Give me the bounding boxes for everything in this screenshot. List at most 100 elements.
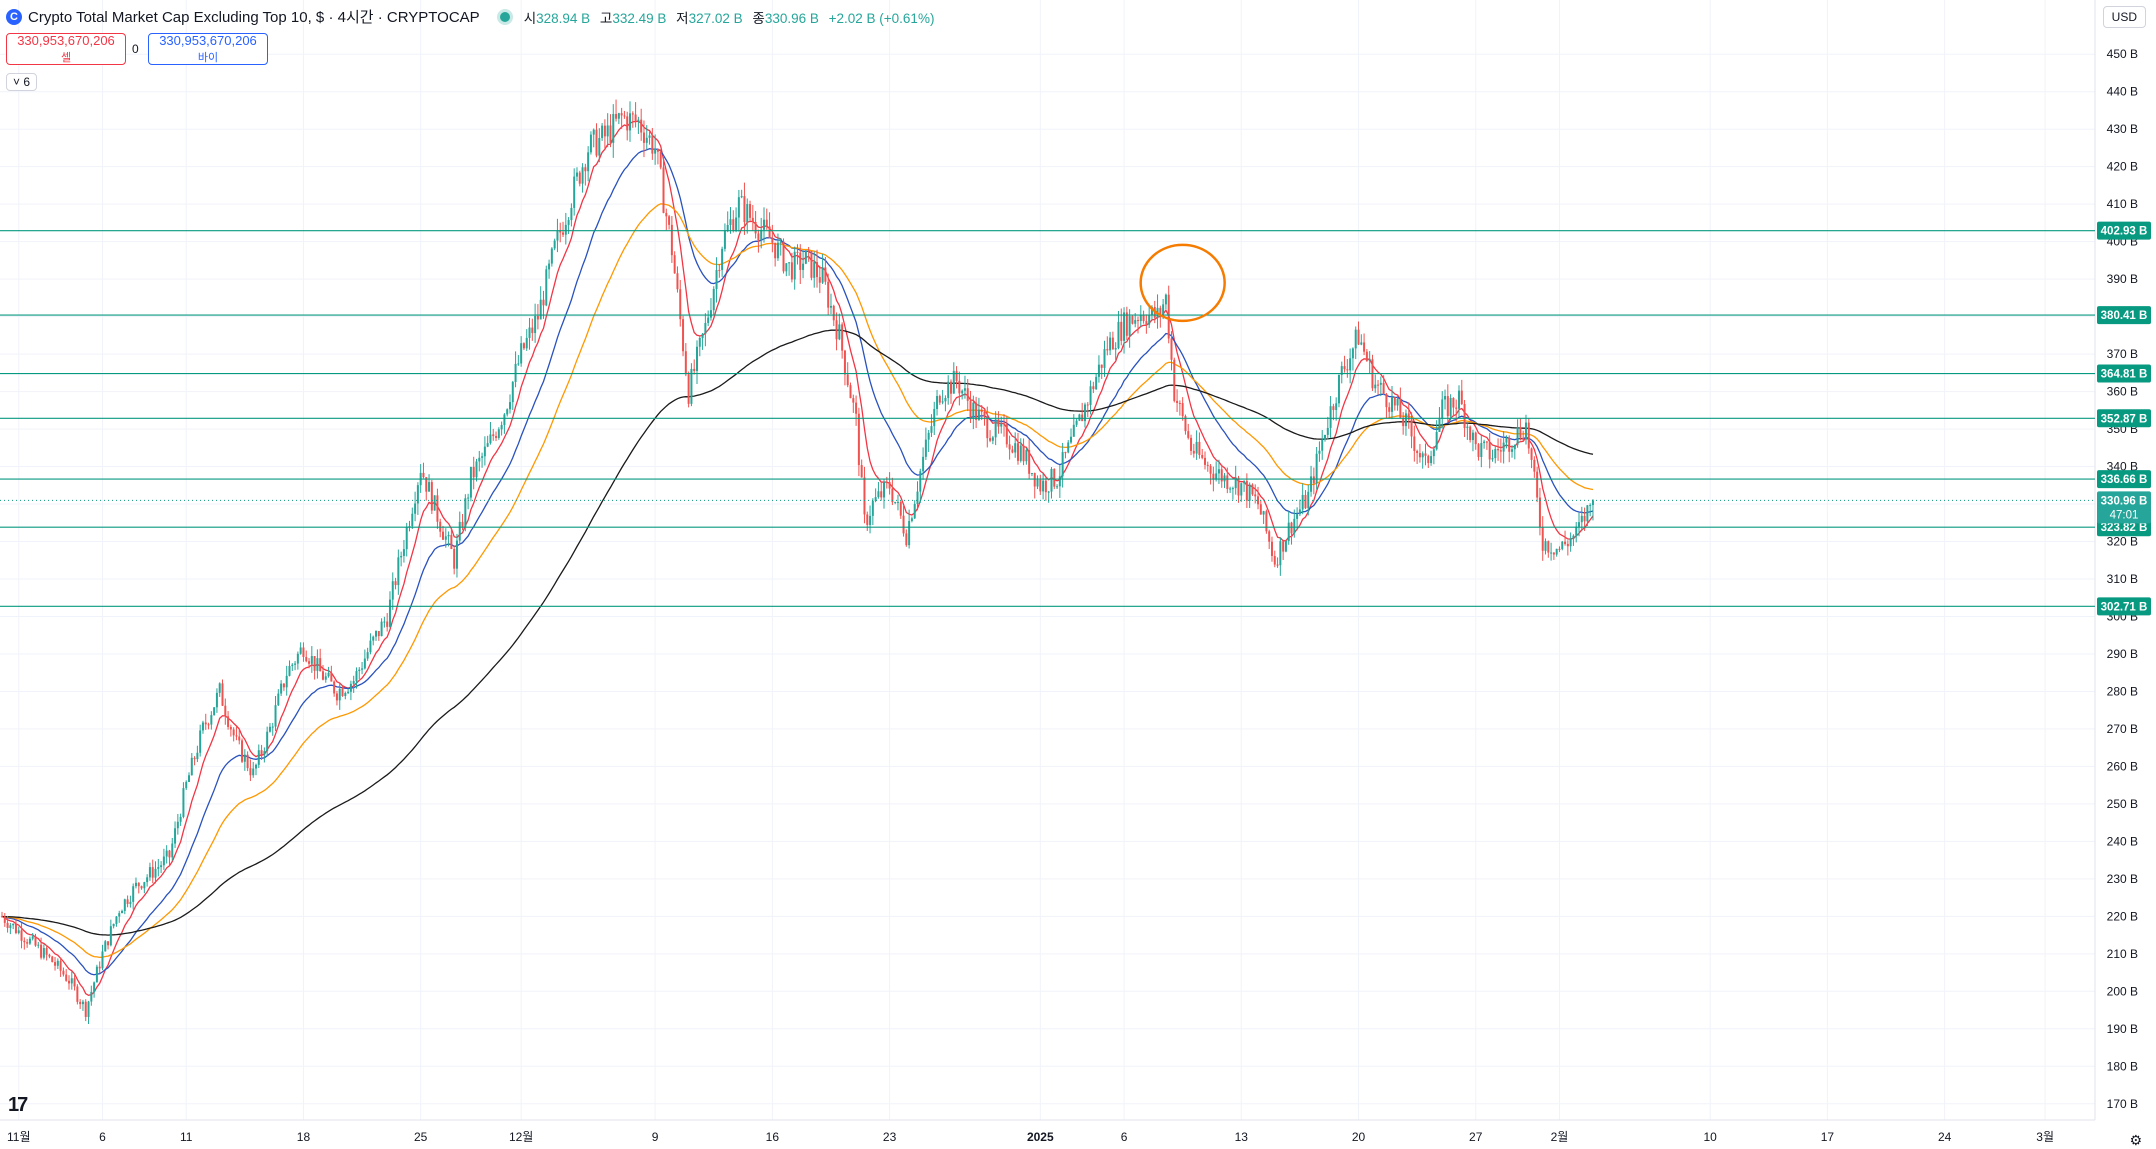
candle-body (626, 116, 629, 131)
candle (232, 727, 235, 742)
y-tick-label: 440 B (2107, 85, 2138, 99)
candle-body (1109, 337, 1112, 351)
candle (227, 711, 230, 730)
candle-body (1164, 294, 1167, 305)
candle-body (1223, 475, 1226, 482)
y-tick-label: 370 B (2107, 347, 2138, 361)
candle (344, 691, 347, 700)
market-status-icon (499, 11, 510, 22)
candle (936, 389, 939, 416)
candle (640, 108, 643, 141)
candle (623, 110, 626, 119)
candle-body (416, 485, 419, 504)
candle (1321, 430, 1324, 460)
candle (40, 937, 43, 960)
candle (578, 170, 581, 187)
candle-body (201, 722, 204, 731)
indicators-toggle-button[interactable]: ˅ 6 (6, 73, 38, 91)
candle-body (810, 251, 813, 278)
candle-body (76, 986, 79, 1002)
candle (1290, 521, 1293, 545)
candle-body (422, 472, 425, 478)
candle (796, 244, 799, 265)
candle (1296, 507, 1299, 531)
candle-body (218, 683, 221, 693)
candle-body (1025, 450, 1028, 462)
candle-body (1522, 437, 1525, 440)
buy-button[interactable]: 330,953,670,206 바이 (148, 33, 268, 65)
candle (913, 500, 916, 520)
candle (1541, 516, 1544, 561)
gear-icon[interactable]: ⚙ (2129, 1132, 2142, 1148)
candle-body (12, 923, 15, 926)
candle-body (774, 242, 777, 259)
candle (397, 549, 400, 595)
candle-body (1229, 488, 1232, 490)
candle (715, 257, 718, 303)
candle-body (1463, 404, 1466, 429)
candle (1519, 418, 1522, 441)
candle-body (277, 693, 280, 706)
candle-body (246, 754, 249, 769)
candle-body (1410, 419, 1413, 437)
candle-body (645, 137, 648, 143)
candle (288, 660, 291, 677)
candle-body (913, 503, 916, 519)
candle-body (908, 520, 911, 546)
candle (559, 222, 562, 243)
candle-body (436, 495, 439, 522)
candle (221, 679, 224, 707)
x-tick-label: 27 (1469, 1130, 1483, 1144)
candle-body (662, 167, 665, 213)
level-label-badge (2097, 470, 2151, 489)
candle (1259, 499, 1262, 515)
candle-body (1343, 366, 1346, 370)
candle-body (949, 381, 952, 394)
candle (665, 208, 668, 231)
candle-body (402, 549, 405, 556)
candle (1488, 432, 1491, 469)
sell-button[interactable]: 330,953,670,206 셀 (6, 33, 126, 65)
candle-body (522, 343, 525, 349)
candle (352, 675, 355, 693)
tradingview-logo-icon[interactable]: 17 (8, 1094, 28, 1116)
candle (447, 531, 450, 547)
candle-body (17, 930, 20, 933)
candle (263, 747, 266, 763)
close-label: 종 (752, 10, 765, 26)
candle (1407, 402, 1410, 429)
candle-body (760, 229, 763, 241)
x-tick-label: 10 (1704, 1130, 1718, 1144)
candle-body (268, 726, 271, 732)
candle-body (168, 850, 171, 858)
symbol-title[interactable]: Crypto Total Market Cap Excluding Top 10… (28, 9, 480, 26)
candle-body (280, 683, 283, 694)
candle (349, 680, 352, 701)
currency-selector[interactable]: USD (2102, 6, 2146, 28)
candle-body (829, 305, 832, 308)
candle-body (497, 429, 500, 438)
candle-body (73, 978, 76, 987)
candle (1499, 438, 1502, 463)
candles (1, 99, 1594, 1025)
candle (1220, 464, 1223, 488)
candle (562, 221, 565, 238)
candle (87, 1000, 90, 1025)
candle (17, 926, 20, 935)
symbol-icon[interactable]: C (6, 8, 22, 25)
candle-body (1220, 469, 1223, 482)
candle (877, 481, 880, 499)
candle (380, 618, 383, 637)
candle (1591, 499, 1594, 521)
candle-body (254, 764, 257, 769)
candle (1374, 374, 1377, 393)
candle (436, 488, 439, 529)
candle (849, 382, 852, 399)
candle (1103, 340, 1106, 377)
candle-body (101, 951, 104, 969)
candle-body (735, 217, 738, 231)
candle-body (1195, 441, 1198, 454)
candle (670, 215, 673, 263)
candle (949, 379, 952, 404)
